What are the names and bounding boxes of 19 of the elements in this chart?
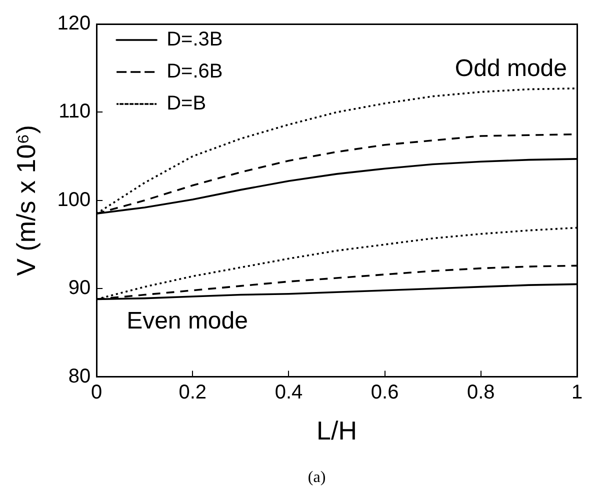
x-tick-label: 1 <box>571 381 583 404</box>
x-tick-label: 0 <box>91 381 102 404</box>
y-tick-label: 110 <box>58 100 91 123</box>
y-tick-label: 80 <box>68 365 91 388</box>
legend-label: D=.6B <box>166 60 223 83</box>
text: (a) <box>308 469 326 486</box>
legend-label: D=.3B <box>166 28 223 51</box>
x-tick-label: 0.2 <box>178 381 207 404</box>
y-tick-label: 100 <box>57 188 91 211</box>
x-axis-title: L/H <box>316 416 358 446</box>
y-tick-label: 120 <box>57 12 91 35</box>
x-tick-label: 0.4 <box>274 381 303 404</box>
annotation: Even mode <box>126 307 248 334</box>
annotation: Odd mode <box>454 55 567 82</box>
y-axis-title: V (m/s x 10⁶) <box>10 124 41 276</box>
x-tick-label: 0.6 <box>370 381 399 404</box>
x-tick-label: 0.8 <box>467 381 495 404</box>
y-tick-label: 90 <box>68 277 91 300</box>
legend-label: D=B <box>166 92 206 115</box>
